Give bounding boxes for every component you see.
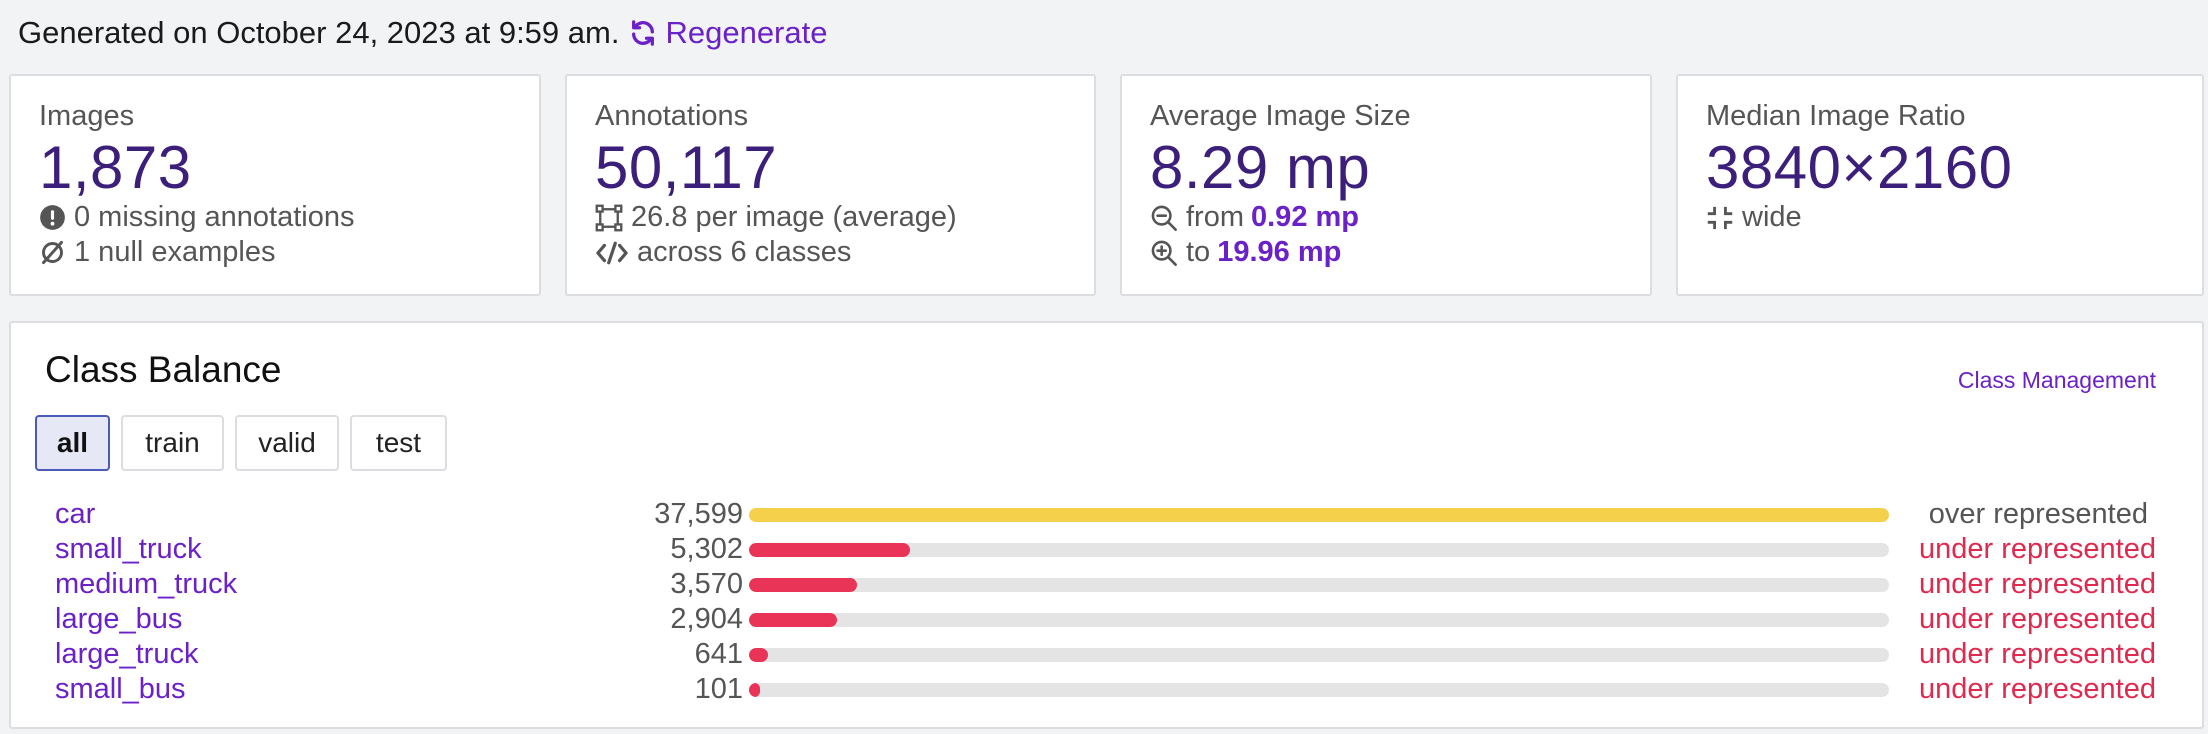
annotations-count: 50,117	[595, 134, 778, 201]
per-image-text: 26.8 per image (average)	[631, 201, 957, 233]
class-row: medium_truck 3,570 under represented	[11, 567, 2202, 602]
size-from-value: 0.92 mp	[1251, 201, 1359, 233]
code-icon	[596, 241, 628, 264]
class-status: under represented	[1919, 603, 2156, 635]
class-name[interactable]: large_bus	[55, 603, 183, 635]
class-name[interactable]: car	[55, 498, 96, 530]
class-row: large_bus 2,904 under represented	[11, 602, 2202, 637]
class-bar-track	[749, 613, 1889, 627]
size-from-prefix: from	[1186, 201, 1244, 233]
regenerate-button[interactable]: Regenerate	[629, 15, 827, 51]
average-size-value: 8.29 mp	[1150, 134, 1371, 201]
class-bar-track	[749, 578, 1889, 592]
null-set-icon	[42, 240, 63, 265]
class-bar-fill	[749, 683, 761, 697]
class-balance-panel: Class Balance Class Management all train…	[9, 321, 2204, 729]
class-name[interactable]: medium_truck	[55, 568, 238, 600]
class-list: car 37,599 over represented small_truck …	[11, 497, 2202, 707]
class-management-link[interactable]: Class Management	[1957, 367, 2156, 393]
images-label: Images	[39, 100, 135, 132]
class-bar-track	[749, 648, 1889, 662]
class-name[interactable]: small_bus	[55, 673, 186, 705]
class-count: 37,599	[654, 498, 743, 530]
tab-train[interactable]: train	[121, 415, 224, 471]
annotations-card: Annotations 50,117 26.8 per image (avera…	[565, 74, 1096, 296]
class-row: car 37,599 over represented	[11, 497, 2202, 532]
class-bar-fill	[749, 613, 838, 627]
class-bar-fill	[749, 648, 769, 662]
classes-text: across 6 classes	[637, 236, 852, 268]
images-count: 1,873	[39, 134, 192, 201]
class-name[interactable]: small_truck	[55, 533, 202, 565]
exclamation-circle-icon	[40, 205, 65, 230]
annotations-per-image: 26.8 per image (average)	[595, 200, 1066, 235]
class-count: 101	[694, 673, 743, 705]
size-to-prefix: to	[1186, 236, 1211, 268]
size-from: from 0.92 mp	[1150, 200, 1622, 235]
class-bar-track	[749, 508, 1889, 522]
zoom-in-icon	[1151, 240, 1177, 266]
class-status: under represented	[1919, 533, 2156, 565]
generated-text: Generated on October 24, 2023 at 9:59 am…	[18, 15, 620, 50]
size-to: to 19.96 mp	[1150, 235, 1622, 270]
median-ratio-value: 3840×2160	[1706, 134, 2013, 201]
class-bar-fill	[749, 543, 910, 557]
refresh-icon	[632, 20, 655, 46]
average-size-card: Average Image Size 8.29 mp from 0.92 mp …	[1120, 74, 1652, 296]
annotations-label: Annotations	[595, 100, 749, 132]
tab-test[interactable]: test	[350, 415, 447, 471]
class-name[interactable]: large_truck	[55, 638, 199, 670]
class-bar-fill	[749, 578, 858, 592]
class-row: small_bus 101 under represented	[11, 672, 2202, 707]
class-count: 5,302	[670, 533, 743, 565]
class-bar-track	[749, 683, 1889, 697]
class-balance-title: Class Balance	[45, 349, 282, 390]
tab-valid[interactable]: valid	[235, 415, 339, 471]
images-card: Images 1,873 0 missing annotations 1 nul…	[9, 74, 541, 296]
annotations-classes: across 6 classes	[595, 235, 1066, 270]
tab-all[interactable]: all	[35, 415, 110, 471]
median-ratio-label: Median Image Ratio	[1706, 100, 1966, 132]
bounding-box-icon	[595, 204, 623, 231]
missing-annotations-text: 0 missing annotations	[74, 201, 355, 233]
class-bar-fill	[749, 508, 1889, 522]
class-count: 3,570	[670, 568, 743, 600]
class-status: under represented	[1919, 673, 2156, 705]
class-count: 2,904	[670, 603, 743, 635]
median-ratio-card: Median Image Ratio 3840×2160 wide	[1676, 74, 2204, 296]
average-size-label: Average Image Size	[1150, 100, 1411, 132]
size-to-value: 19.96 mp	[1217, 236, 1342, 268]
regenerate-label: Regenerate	[665, 15, 828, 50]
class-row: small_truck 5,302 under represented	[11, 532, 2202, 567]
class-status: under represented	[1919, 638, 2156, 670]
null-examples: 1 null examples	[39, 235, 511, 270]
split-tabs: all train valid test	[35, 415, 458, 471]
generated-info: Generated on October 24, 2023 at 9:59 am…	[18, 12, 827, 54]
zoom-out-icon	[1151, 205, 1177, 231]
class-count: 641	[694, 638, 743, 670]
missing-annotations: 0 missing annotations	[39, 200, 511, 235]
class-bar-track	[749, 543, 1889, 557]
null-examples-text: 1 null examples	[74, 236, 276, 268]
ratio-shape: wide	[1706, 200, 2174, 235]
class-row: large_truck 641 under represented	[11, 637, 2202, 672]
class-status: over represented	[1928, 498, 2148, 530]
class-status: under represented	[1919, 568, 2156, 600]
ratio-shape-text: wide	[1742, 201, 1802, 233]
compress-icon	[1707, 206, 1733, 229]
